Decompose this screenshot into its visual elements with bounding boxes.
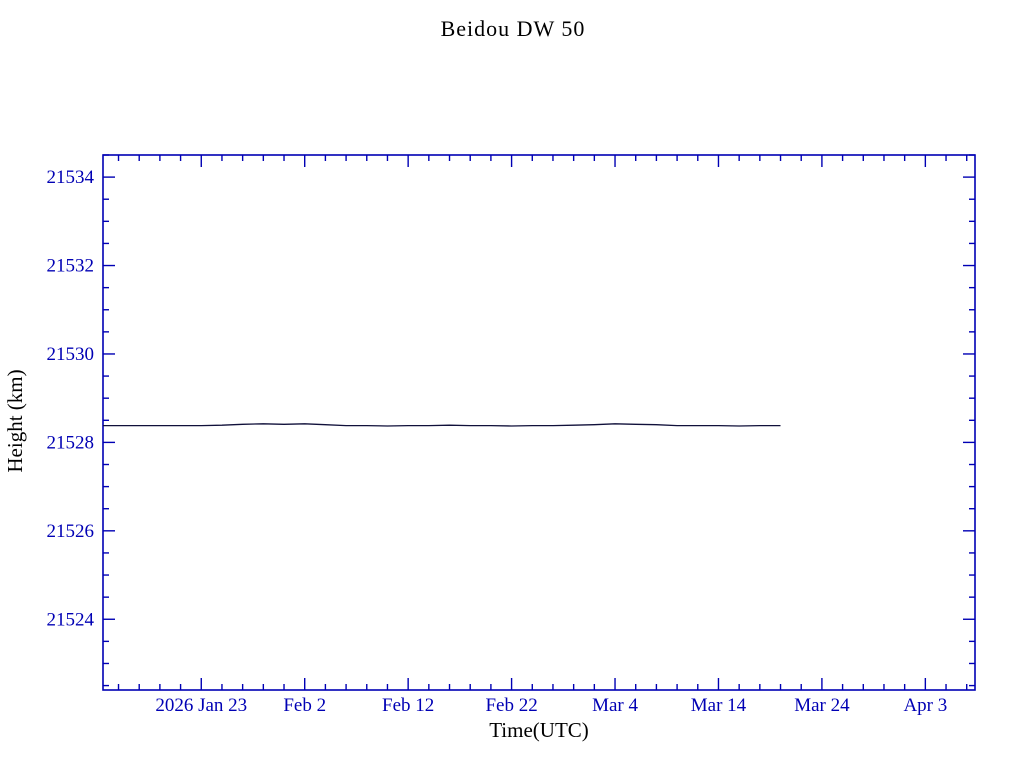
x-tick-label: 2026 Jan 23 [155, 695, 247, 716]
y-tick-label: 21526 [47, 521, 95, 542]
x-tick-label: Feb 22 [485, 695, 537, 716]
plot-frame [102, 154, 976, 691]
x-tick-label: Feb 2 [283, 695, 326, 716]
y-tick-label: 21530 [47, 344, 95, 365]
y-tick-label: 21534 [47, 167, 95, 188]
y-tick-label: 21532 [47, 256, 95, 277]
x-tick-label: Feb 12 [382, 695, 434, 716]
y-tick-label: 21524 [47, 609, 95, 630]
chart-title: Beidou DW 50 [440, 16, 586, 41]
x-tick-label: Apr 3 [903, 695, 947, 716]
y-tick-label: 21528 [47, 432, 95, 453]
x-tick-label: Mar 24 [794, 695, 850, 716]
x-tick-label: Mar 14 [691, 695, 747, 716]
series-line-height-km [103, 423, 781, 427]
x-tick-label: Mar 4 [592, 695, 638, 716]
x-axis-title: Time(UTC) [489, 718, 589, 742]
